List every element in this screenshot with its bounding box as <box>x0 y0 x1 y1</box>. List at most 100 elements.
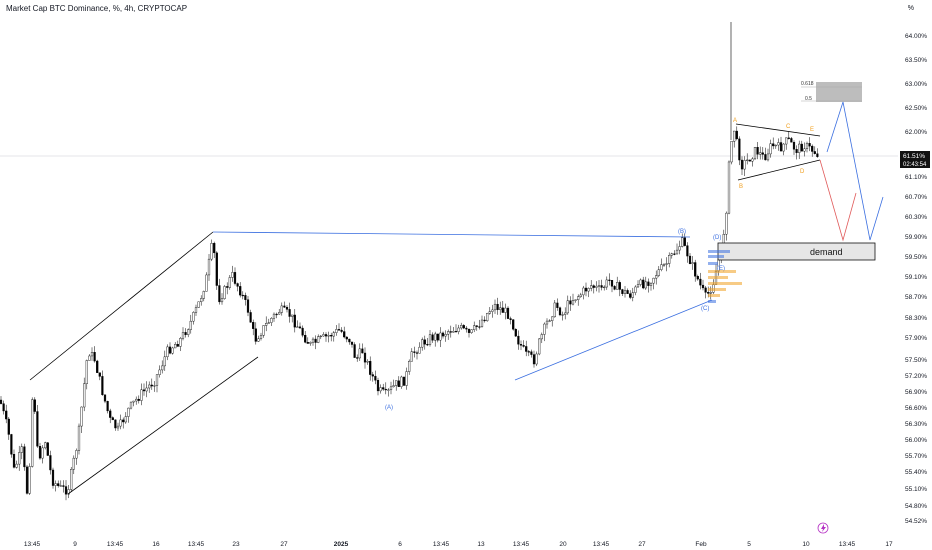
candle-body <box>179 338 182 347</box>
candle-body <box>111 417 114 421</box>
volume-bar <box>708 262 718 265</box>
candle-body <box>522 345 525 347</box>
candle-body <box>769 143 772 155</box>
candle-body <box>332 332 335 337</box>
candle-body <box>493 303 497 311</box>
volume-bar <box>708 282 742 285</box>
candle-body <box>761 152 764 155</box>
candle-body <box>28 466 31 494</box>
candle-body <box>330 335 333 337</box>
time-tick-label: 13:45 <box>107 541 124 548</box>
candle-body <box>31 399 34 467</box>
candle-body <box>486 313 489 322</box>
candle-body <box>389 386 393 391</box>
candle-body <box>80 406 83 427</box>
candle-body <box>246 299 250 313</box>
candle-body <box>478 326 481 328</box>
candle-body <box>85 360 88 384</box>
candle-body <box>38 445 42 459</box>
percent-scale-icon[interactable]: % <box>907 5 914 12</box>
candle-body <box>296 326 299 328</box>
time-tick-label: 13:45 <box>433 541 450 548</box>
candle-body <box>657 269 660 276</box>
time-tick-label: 17 <box>885 541 893 548</box>
chart-title: Market Cap BTC Dominance, %, 4h, CRYPTOC… <box>6 4 188 13</box>
volume-bar <box>708 276 728 279</box>
price-tick-label: 59.10% <box>905 274 927 281</box>
candle-body <box>512 319 515 330</box>
candle-body <box>777 142 780 146</box>
candle-body <box>350 341 354 345</box>
candle-body <box>665 263 668 265</box>
candle-body <box>790 138 793 143</box>
candle-body <box>649 282 653 286</box>
candle-body <box>249 312 252 323</box>
candle-body <box>184 332 187 335</box>
candle-body <box>392 385 395 388</box>
candle-body <box>210 243 213 260</box>
candle-body <box>98 372 101 377</box>
candle-body <box>587 288 590 292</box>
candle-body <box>192 312 195 322</box>
candle-body <box>148 384 151 389</box>
candle-body <box>158 369 161 375</box>
candle-body <box>434 333 437 341</box>
candle-body <box>548 320 551 322</box>
candle-body <box>639 279 642 285</box>
candle-body <box>161 365 164 371</box>
lightning-icon[interactable] <box>817 522 829 534</box>
candle-body <box>634 286 637 293</box>
demand-zone <box>717 242 876 261</box>
candle-body <box>15 463 18 468</box>
candle-body <box>496 303 499 310</box>
candle-body <box>319 335 322 338</box>
candle-body <box>226 286 229 288</box>
time-axis[interactable]: 13:45 9 13:45 16 13:45 23 27 2025 6 13:45 13 13:45 2… <box>24 541 893 548</box>
candle-body <box>566 300 569 314</box>
price-axis[interactable]: 64.00% 63.50% 63.00% 62.50% 62.00% 61.10% 60.7… <box>905 33 927 525</box>
candle-body <box>785 137 788 145</box>
candle-body <box>574 299 577 301</box>
candle-body <box>577 296 580 300</box>
candle-body <box>613 286 616 290</box>
candle-body <box>335 329 338 333</box>
candle-body <box>41 447 44 459</box>
candle-body <box>25 466 29 494</box>
candle-body <box>77 425 81 451</box>
candle-body <box>462 325 465 329</box>
fib-lower-label: 0.5 <box>805 96 812 102</box>
volume-bar <box>708 250 730 253</box>
candle-body <box>322 334 325 337</box>
candle-body <box>618 282 621 290</box>
candle-body <box>405 371 408 386</box>
price-tick-label: 56.90% <box>905 389 927 396</box>
volume-bar <box>708 288 726 291</box>
candle-body <box>90 352 94 357</box>
price-tick-label: 56.60% <box>905 405 927 412</box>
candle-body <box>662 264 666 266</box>
candle-body <box>379 387 382 392</box>
candle-body <box>376 380 380 392</box>
candle-body <box>166 346 169 358</box>
candle-body <box>753 147 757 160</box>
candle-body <box>93 352 96 362</box>
candle-body <box>5 410 8 420</box>
candle-body <box>473 325 476 330</box>
last-price-tag <box>900 151 930 168</box>
candle-body <box>603 286 606 289</box>
triangle-pattern <box>735 123 821 181</box>
candle-body <box>792 142 796 150</box>
wave-label-A: A <box>733 118 737 124</box>
candle-body <box>106 400 109 412</box>
time-tick-label: Feb <box>695 541 707 548</box>
candle-body <box>449 331 452 333</box>
time-tick-label: 13:45 <box>188 541 205 548</box>
candle-body <box>636 284 640 288</box>
candle-body <box>428 334 432 345</box>
volume-profile <box>708 250 742 303</box>
candle-body <box>730 141 733 163</box>
time-tick-label: 16 <box>152 541 160 548</box>
candle-body <box>727 161 731 214</box>
candle-body <box>124 416 127 423</box>
